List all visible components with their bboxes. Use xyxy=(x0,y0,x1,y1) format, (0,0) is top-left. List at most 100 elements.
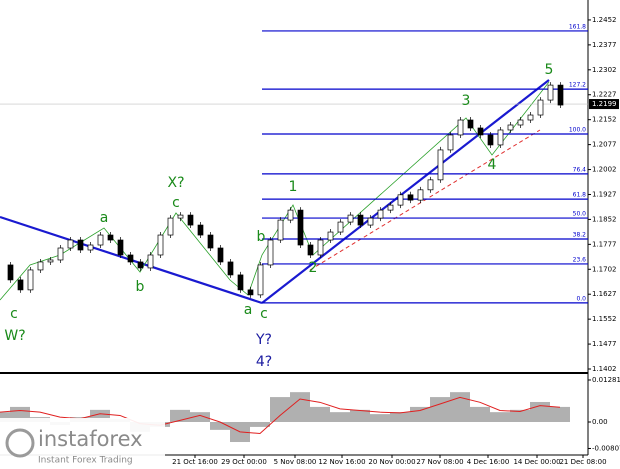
current-price-label: 1.2199 xyxy=(592,100,617,108)
x-tick-label: 5 Nov 08:00 xyxy=(274,458,317,466)
candle xyxy=(177,214,184,219)
logo-box xyxy=(0,418,165,469)
x-tick-label: 27 Nov 08:00 xyxy=(416,458,463,466)
candle xyxy=(127,254,134,263)
x-tick-label: 20 Nov 00:00 xyxy=(368,458,415,466)
fib-label: 76.4 xyxy=(573,166,587,173)
x-tick-label: 12 Nov 16:00 xyxy=(318,458,365,466)
y-tick-label: 1.1477 xyxy=(592,340,617,348)
x-tick-label: 21 Oct 16:00 xyxy=(172,458,218,466)
candle xyxy=(147,254,154,269)
wave-label: 4 xyxy=(488,157,497,173)
candle xyxy=(87,244,94,251)
candle xyxy=(517,119,524,126)
histogram-bar xyxy=(290,392,310,423)
wave-label: W? xyxy=(4,328,25,344)
candle xyxy=(27,269,34,291)
candle xyxy=(17,279,24,291)
y-tick-label: -0.00807 xyxy=(592,444,620,452)
y-tick-label: 1.1777 xyxy=(592,240,617,248)
histogram-bar xyxy=(410,406,430,423)
wave-label: c xyxy=(172,195,180,211)
candle xyxy=(277,219,284,241)
fib-label: 0.0 xyxy=(576,295,586,302)
x-tick-label: 29 Oct 00:00 xyxy=(221,458,267,466)
candle xyxy=(117,239,124,256)
candle xyxy=(527,114,534,121)
histogram-bar xyxy=(470,406,490,423)
current-price-box xyxy=(589,99,619,110)
candle xyxy=(357,214,364,226)
candle xyxy=(287,209,294,221)
x-tick-label: 21 Dec 08:00 xyxy=(559,458,606,466)
logo-icon xyxy=(5,428,35,458)
histogram-bar xyxy=(190,412,210,423)
y-tick-label: 1.1852 xyxy=(592,215,617,223)
y-tick-label: 1.2302 xyxy=(592,66,617,74)
histogram-bar xyxy=(550,406,570,423)
histogram-bar xyxy=(210,422,230,430)
candle xyxy=(317,239,324,256)
candle xyxy=(437,149,444,181)
x-tick-label: 4 Dec 16:00 xyxy=(467,458,510,466)
candle xyxy=(387,204,394,211)
histogram-bar xyxy=(270,397,290,423)
y-tick-label: 1.2227 xyxy=(592,91,617,99)
wave-label: a xyxy=(100,210,109,226)
wave-label: X? xyxy=(167,175,184,191)
y-tick-label: 1.1927 xyxy=(592,190,617,198)
histogram-bar xyxy=(310,406,330,423)
candle xyxy=(377,209,384,219)
candle xyxy=(467,119,474,129)
wave-label: 1 xyxy=(289,179,298,195)
wave-label: b xyxy=(136,279,145,295)
candle xyxy=(547,84,554,101)
signal-line xyxy=(0,396,561,434)
candle xyxy=(267,239,274,266)
candle xyxy=(257,264,264,296)
candle xyxy=(247,289,254,296)
y-tick-label: 1.2077 xyxy=(592,141,617,149)
candle xyxy=(167,217,174,236)
candle xyxy=(417,189,424,201)
y-tick-label: 1.1552 xyxy=(592,315,617,323)
candle xyxy=(197,224,204,236)
wave-label: Y? xyxy=(255,332,272,348)
candle xyxy=(537,99,544,116)
histogram-bar xyxy=(350,409,370,423)
candle xyxy=(207,234,214,249)
candle xyxy=(37,261,44,271)
channel-line xyxy=(309,129,541,271)
fib-label: 38.2 xyxy=(573,232,587,239)
candle xyxy=(407,194,414,201)
histogram-bar xyxy=(370,414,390,423)
wave-label: c xyxy=(260,306,268,322)
histogram-bar xyxy=(450,392,470,423)
y-tick-label: 1.1627 xyxy=(592,290,617,298)
candle xyxy=(227,261,234,276)
logo-name: instaforex xyxy=(38,427,143,451)
candle xyxy=(347,214,354,223)
candle xyxy=(367,217,374,226)
y-tick-label: 1.1402 xyxy=(592,365,617,373)
candle xyxy=(297,209,304,246)
wave-label: a xyxy=(244,302,253,318)
candle xyxy=(97,234,104,246)
y-tick-label: 0.00 xyxy=(592,418,608,426)
fib-label: 50.0 xyxy=(573,211,587,218)
candle xyxy=(457,119,464,136)
logo-tagline: Instant Forex Trading xyxy=(38,456,133,466)
candle xyxy=(57,247,64,261)
candle xyxy=(217,247,224,263)
histogram-bar xyxy=(0,412,10,423)
wave-label: 5 xyxy=(545,62,554,78)
candle xyxy=(477,127,484,136)
y-tick-label: 1.2152 xyxy=(592,116,617,124)
wave-label: b xyxy=(257,229,266,245)
candle xyxy=(337,221,344,233)
candle xyxy=(497,129,504,146)
wave-label: 2 xyxy=(309,260,318,276)
y-tick-label: 1.2452 xyxy=(592,16,617,24)
candle xyxy=(237,274,244,291)
candle xyxy=(397,194,404,206)
